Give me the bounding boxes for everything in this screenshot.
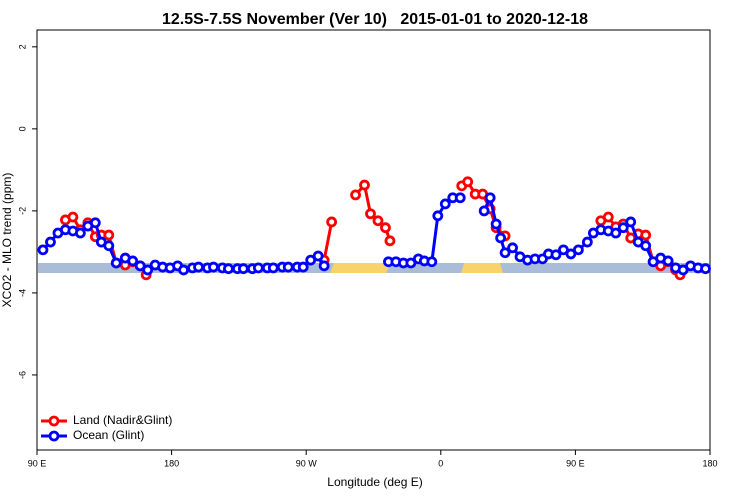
data-point [700,263,711,275]
data-point [550,249,562,261]
data-point [495,232,507,244]
data-point [350,189,361,201]
data-point [439,198,451,210]
data-point [74,227,86,239]
data-point [127,255,139,267]
data-point [193,261,204,273]
data-point [484,192,496,204]
data-point [490,218,502,230]
data-point [640,229,652,241]
data-point [610,227,622,239]
data-point [297,261,309,273]
data-point [103,229,115,241]
y-tick-label: -6 [17,371,27,379]
legend-marker [48,415,60,427]
y-axis-title: XCO2 - MLO trend (ppm) [0,173,14,308]
data-point [478,205,490,217]
data-point [223,263,234,275]
x-axis-title: Longitude (deg E) [327,475,422,489]
x-tick-label: 90 W [296,458,318,468]
x-tick-label: 180 [164,458,179,468]
land-strip [330,263,391,273]
data-point [372,215,384,227]
x-tick-label: 180 [702,458,717,468]
data-point [67,211,79,223]
plot-frame [36,29,711,451]
legend-label: Land (Nadir&Glint) [73,413,172,427]
y-tick-label: -4 [17,289,27,297]
x-tick-label: 90 E [28,458,47,468]
y-tick-label: 2 [17,44,27,49]
data-point [282,261,294,273]
data-point [462,176,474,188]
land-strip [461,263,503,273]
data-point [581,236,593,248]
data-point [37,244,49,256]
data-point [312,250,324,262]
data-point [359,179,370,191]
y-tick-label: -2 [17,207,27,215]
x-tick-label: 0 [438,458,443,468]
data-point [507,242,518,254]
data-point [625,216,637,228]
data-point [103,240,115,252]
data-point [252,262,264,274]
data-point [640,240,652,252]
data-point [178,264,189,276]
data-point [426,256,438,268]
x-tick-label: 90 E [566,458,585,468]
data-point [208,261,219,273]
data-point [384,235,396,247]
data-point [110,257,122,269]
legend-label: Ocean (Glint) [73,428,144,442]
data-point [89,217,101,229]
data-point [380,222,391,234]
legend-marker [48,430,60,442]
data-point [326,216,338,228]
data-point [602,211,614,223]
data-point [572,244,584,256]
data-point [237,263,249,275]
data-point [499,247,511,259]
data-point [142,264,154,276]
data-point [45,236,56,248]
data-point [267,262,279,274]
chart-title: 12.5S-7.5S November (Ver 10) 2015-01-01 … [162,11,588,28]
data-point [617,222,629,234]
data-point [318,260,330,272]
y-tick-label: 0 [17,126,27,131]
data-point [365,208,376,220]
data-point [432,210,444,222]
surface-strip [38,263,709,273]
data-point [454,192,466,204]
data-point [662,255,674,267]
